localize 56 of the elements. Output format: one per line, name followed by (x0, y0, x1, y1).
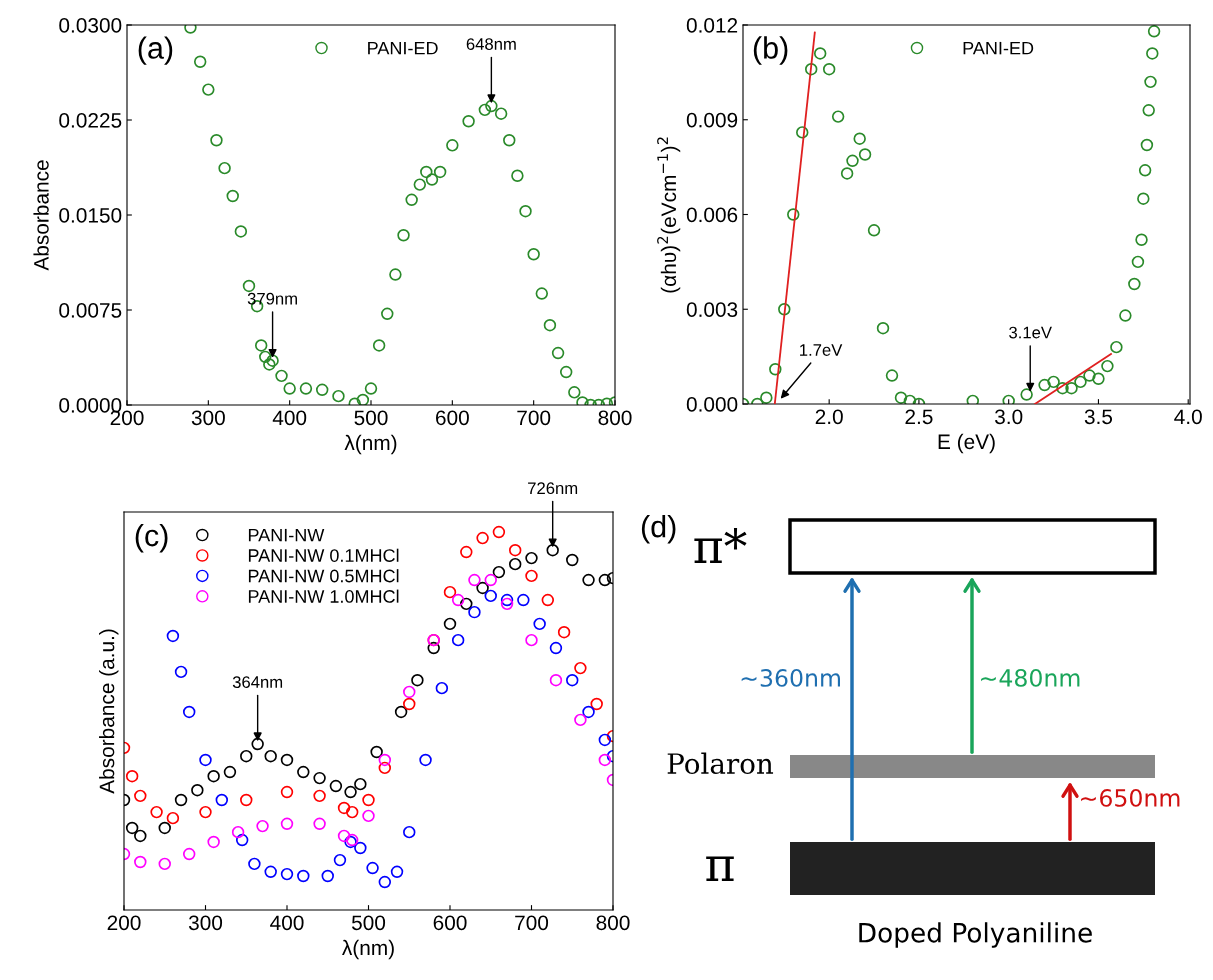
x-tick-label: 3.5 (1084, 409, 1113, 425)
legend-label: PANI-ED (368, 41, 438, 55)
text: (d) (641, 515, 676, 544)
y-tick-label: 0.006 (686, 207, 738, 223)
x-tick-label: 400 (272, 410, 307, 426)
x-tick-label: 700 (517, 410, 551, 426)
x-axis-title: E (eV) (938, 433, 995, 454)
y-tick-label: 0.0225 (59, 113, 122, 128)
annotation: 3.1eV (1009, 326, 1052, 339)
chart-title: (c) (135, 523, 168, 553)
x-tick-label: 600 (433, 915, 467, 931)
x-axis-title: λ(nm) (342, 939, 394, 960)
y-tick-label: 0.012 (686, 18, 738, 33)
text: Doped Polyaniline (859, 922, 1092, 948)
y-tick-label: 0.0075 (59, 303, 122, 318)
x-tick-label: 800 (596, 915, 630, 931)
legend-label: PANI-NW 1.0MHCl (248, 589, 399, 603)
x-tick-label: 300 (188, 915, 223, 931)
text: ~360nm (741, 668, 840, 687)
y-axis-title: Absorbance (a.u.) (99, 629, 119, 794)
x-tick-label: 800 (598, 410, 632, 426)
x-tick-label: 300 (191, 410, 225, 426)
text: Polaron (667, 752, 774, 775)
text: ~650nm (1081, 788, 1180, 807)
annotation: 364nm (232, 676, 283, 688)
x-tick-label: 400 (270, 915, 304, 931)
y-axis-title: Absorbance (33, 160, 49, 271)
x-axis-title: λ(nm) (344, 434, 397, 455)
x-tick-label: 500 (351, 915, 386, 931)
y-tick-label: 0.0150 (59, 208, 122, 223)
y-tick-label: 0.009 (686, 112, 738, 128)
chart-title: (b) (753, 36, 788, 65)
x-tick-label: 2.0 (815, 409, 843, 425)
y-tick-label: 0.0300 (59, 18, 122, 33)
y-tick-label: 0.003 (686, 302, 738, 317)
annotation: 648nm (466, 38, 516, 50)
x-tick-label: 500 (354, 410, 388, 426)
chart-title: (a) (138, 36, 173, 65)
y-axis-title: (αhυ)$^{2}$(eVcm$^{−1}$)$^{2}$ (657, 137, 681, 293)
y-tick-label: 0.000 (686, 397, 738, 412)
x-tick-label: 3.0 (995, 409, 1023, 425)
x-tick-label: 2.5 (905, 409, 933, 425)
legend-label: PANI-NW (248, 528, 325, 542)
text: π* (694, 527, 747, 564)
annotation: 379nm (247, 292, 297, 305)
x-tick-label: 600 (436, 410, 469, 426)
text: π (706, 856, 734, 882)
x-tick-label: 4.0 (1174, 409, 1202, 425)
legend-label: PANI-NW 0.1MHCl (248, 548, 399, 562)
legend-label: PANI-NW 0.5MHCl (248, 569, 399, 583)
x-tick-label: 700 (515, 915, 549, 931)
legend-label: PANI-ED (963, 41, 1034, 55)
text: ~480nm (981, 668, 1080, 687)
annotation: 726nm (528, 482, 578, 495)
annotation: 1.7eV (800, 344, 843, 356)
x-tick-label: 200 (107, 915, 141, 931)
